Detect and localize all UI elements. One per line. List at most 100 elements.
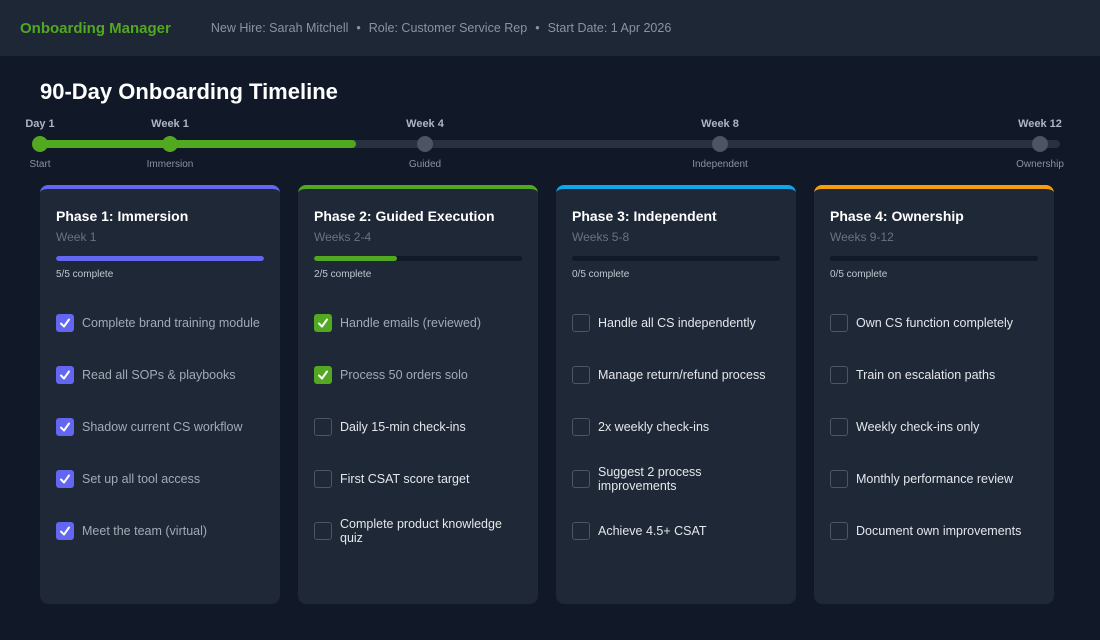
marker-label: Week 1 [151,118,189,130]
phase-title: Phase 4: Ownership [830,208,964,224]
marker-label: Week 12 [1018,118,1062,130]
checkbox[interactable] [314,366,332,384]
task-text: First CSAT score target [340,472,470,486]
checkbox[interactable] [572,418,590,436]
task-item: Own CS function completely [830,314,1038,332]
checkbox[interactable] [830,366,848,384]
checkbox[interactable] [56,314,74,332]
task-text: Monthly performance review [856,472,1014,486]
checkbox[interactable] [830,314,848,332]
phase-card: Phase 4: Ownership Weeks 9-12 0/5 complete… [814,185,1054,604]
check-icon [60,422,70,432]
check-icon [60,370,70,380]
phase-subtitle: Week 1 [56,230,97,244]
check-icon [60,526,70,536]
timeline-marker [1032,136,1048,152]
progress-bar [314,256,522,261]
checkbox[interactable] [830,418,848,436]
progress-bar [572,256,780,261]
task-text: Process 50 orders solo [340,368,468,382]
progress-bar [830,256,1038,261]
task-item: 2x weekly check-ins [572,418,780,436]
marker-caption: Immersion [146,159,194,170]
phase-subtitle: Weeks 5-8 [572,230,630,244]
header-info: New Hire: Sarah Mitchell • Role: Customer … [211,21,671,35]
task-item: Set up all tool access [56,470,264,488]
task-item: Complete product knowledge quiz [314,517,522,545]
phase-title: Phase 1: Immersion [56,208,189,224]
task-item: Process 50 orders solo [314,366,522,384]
task-text: Read all SOPs & playbooks [82,368,236,382]
task-text: Handle all CS independently [598,316,756,330]
check-icon [318,318,328,328]
checkbox[interactable] [314,470,332,488]
marker-label: Day 1 [25,118,55,130]
marker-label: Week 4 [406,118,444,130]
task-item: Handle all CS independently [572,314,780,332]
separator: • [535,21,540,35]
checkbox[interactable] [572,366,590,384]
timeline-marker [32,136,48,152]
app-name: Onboarding Manager [20,19,171,37]
header: Onboarding Manager New Hire: Sarah Mitch… [0,0,1100,56]
task-item: Meet the team (virtual) [56,522,264,540]
progress-label: 2/5 complete [314,269,372,280]
checkbox[interactable] [314,522,332,540]
timeline-progress [40,140,357,148]
checkbox[interactable] [56,366,74,384]
task-item: Achieve 4.5+ CSAT [572,522,780,540]
header-info-item: New Hire: Sarah Mitchell [210,21,349,35]
task-item: First CSAT score target [314,470,522,488]
task-text: Daily 15-min check-ins [340,420,466,434]
timeline-marker [417,136,433,152]
task-item: Manage return/refund process [572,366,780,384]
progress-label: 0/5 complete [572,269,630,280]
header-info-item: Role: Customer Service Rep [368,21,528,35]
phase-card: Phase 3: Independent Weeks 5-8 0/5 complet… [556,185,796,604]
marker-caption: Guided [408,159,442,170]
task-text: Own CS function completely [856,316,1014,330]
checkbox[interactable] [314,314,332,332]
separator: • [356,21,361,35]
task-text: Weekly check-ins only [856,420,980,434]
progress-fill [56,256,264,261]
timeline-marker [712,136,728,152]
checkbox[interactable] [56,418,74,436]
phase-subtitle: Weeks 9-12 [830,230,894,244]
task-item: Read all SOPs & playbooks [56,366,264,384]
checkbox[interactable] [572,314,590,332]
checkbox[interactable] [830,470,848,488]
task-item: Shadow current CS workflow [56,418,264,436]
marker-caption: Ownership [1016,159,1064,170]
progress-bar [56,256,264,261]
progress-fill [314,256,398,261]
checkbox[interactable] [572,470,590,488]
checkbox[interactable] [56,470,74,488]
timeline-track [40,140,1060,148]
marker-label: Week 8 [701,118,739,130]
check-icon [60,474,70,484]
task-text: Suggest 2 process improvements [598,465,702,493]
phase-title: Phase 2: Guided Execution [314,208,495,224]
check-icon [318,370,328,380]
phase-title: Phase 3: Independent [572,208,717,224]
task-item: Handle emails (reviewed) [314,314,522,332]
progress-label: 5/5 complete [56,269,114,280]
marker-caption: Independent [692,159,748,170]
task-text: Complete product knowledge quiz [340,517,502,545]
marker-caption: Start [29,159,51,170]
task-text: Train on escalation paths [856,368,996,382]
task-item: Train on escalation paths [830,366,1038,384]
check-icon [60,318,70,328]
task-text: Document own improvements [856,524,1022,538]
checkbox[interactable] [314,418,332,436]
checkbox[interactable] [56,522,74,540]
checkbox[interactable] [830,522,848,540]
task-item: Suggest 2 process improvements [572,465,780,493]
checkbox[interactable] [572,522,590,540]
task-item: Weekly check-ins only [830,418,1038,436]
timeline-marker [162,136,178,152]
phase-subtitle: Weeks 2-4 [314,230,372,244]
progress-label: 0/5 complete [830,269,888,280]
